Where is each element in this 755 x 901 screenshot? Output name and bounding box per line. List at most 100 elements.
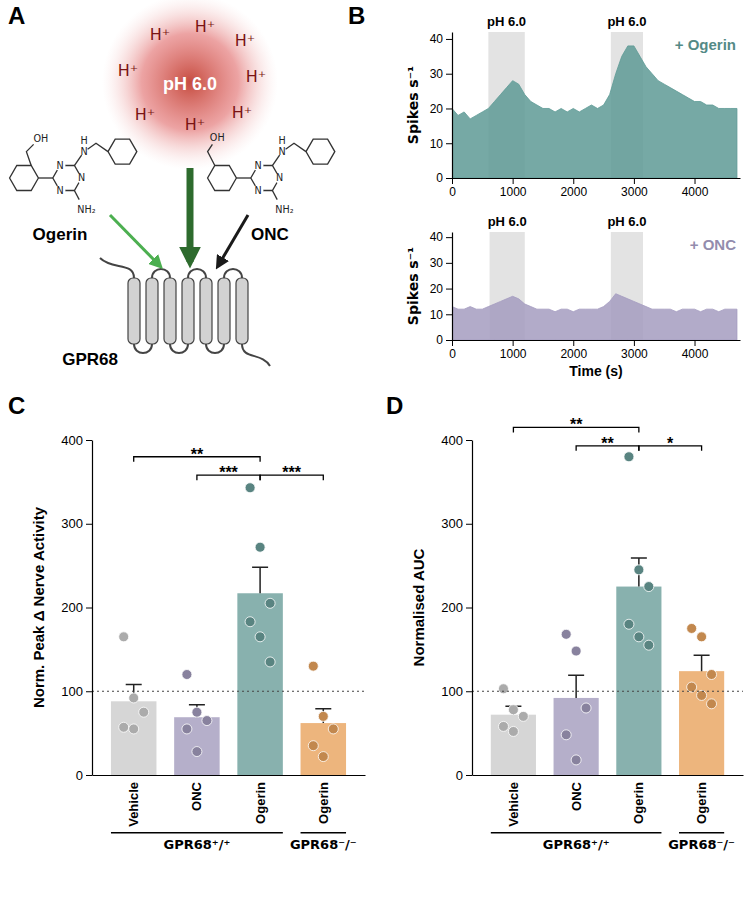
x-tick-label: 3000 <box>621 347 648 361</box>
y-tick-label: 300 <box>61 516 83 531</box>
y-tick-mark <box>446 340 452 341</box>
x-tick-mark <box>513 178 514 184</box>
x-tick-label: Vehicle <box>506 782 521 827</box>
data-point <box>581 703 591 713</box>
y-tick-mark <box>446 237 452 238</box>
atom-label: N <box>56 185 63 196</box>
atom-background <box>253 185 264 196</box>
x-tick-label: 3000 <box>621 185 648 199</box>
significance-label: ** <box>191 446 204 463</box>
y-tick-label: 40 <box>430 230 444 244</box>
bond <box>38 177 52 178</box>
atom-label: OH <box>33 133 48 144</box>
data-point <box>697 690 707 700</box>
atom-background <box>274 173 285 184</box>
x-tick: 2000 <box>560 340 587 361</box>
stimulus-label: pH 6.0 <box>607 14 646 29</box>
y-tick: 40 <box>430 230 452 244</box>
x-tick: 3000 <box>621 340 648 361</box>
atom-background <box>55 185 66 196</box>
data-point <box>318 752 328 762</box>
error-bar <box>631 558 647 586</box>
y-tick: 100 <box>61 684 92 699</box>
panel-a: AH⁺H⁺H⁺H⁺H⁺H⁺H⁺H⁺pH 6.0GPR68OHNNNNHNH₂Og… <box>8 0 335 369</box>
data-point <box>571 755 581 765</box>
receptor <box>100 258 270 366</box>
group-line <box>301 832 347 834</box>
x-tick-mark <box>452 178 453 184</box>
atom-label: N <box>56 160 63 171</box>
x-tick-mark <box>573 178 574 184</box>
ring <box>108 139 137 164</box>
receptor-loop <box>152 269 170 278</box>
data-point <box>687 682 697 692</box>
y-tick: 400 <box>441 433 472 448</box>
y-tick-label: 30 <box>430 256 444 270</box>
ring <box>306 139 335 164</box>
bar <box>111 701 157 775</box>
y-tick: 400 <box>61 433 92 448</box>
x-tick-label: 4000 <box>682 185 709 199</box>
bond <box>88 143 108 151</box>
receptor-helix <box>200 278 212 344</box>
atom-label: H <box>278 135 285 146</box>
data-point <box>561 629 571 639</box>
significance-label: *** <box>219 464 238 481</box>
group-label: GPR68⁻/⁻ <box>290 837 357 852</box>
y-tick-label: 10 <box>430 308 444 322</box>
y-tick-label: 30 <box>430 67 444 81</box>
bar <box>301 723 347 775</box>
data-point <box>707 670 717 680</box>
x-tick: 1000 <box>500 340 527 361</box>
y-axis: 0100200300400 <box>61 433 92 783</box>
bar-panel: D0100200300400VehicleONCOgerinOgerinGPR6… <box>386 392 744 852</box>
proton-label: H⁺ <box>235 31 255 50</box>
y-tick-label: 200 <box>441 600 463 615</box>
bond <box>26 144 33 165</box>
data-point <box>707 699 717 709</box>
x-tick-label: 0 <box>449 185 456 199</box>
x-axis-title: Time (s) <box>569 363 622 379</box>
x-tick: Ogerin <box>253 782 268 824</box>
receptor-helix <box>236 278 248 344</box>
y-axis-line <box>452 233 453 341</box>
y-tick: 0 <box>436 333 452 347</box>
bar <box>174 717 220 775</box>
y-tick-mark <box>446 289 452 290</box>
y-tick-mark <box>446 74 452 75</box>
x-tick: Ogerin <box>694 782 709 824</box>
x-tick: Ogerin <box>631 782 646 824</box>
y-tick-mark <box>446 143 452 144</box>
bar-panel: C0100200300400VehicleONCOgerinOgerinGPR6… <box>8 392 366 852</box>
error-bar <box>252 567 268 593</box>
x-tick: ONC <box>569 781 584 811</box>
y-tick-mark <box>446 108 452 109</box>
receptor-loop <box>206 344 224 353</box>
data-point <box>561 730 571 740</box>
ligand-label: Ogerin <box>33 225 88 244</box>
data-point <box>697 632 707 642</box>
proton-label: H⁺ <box>185 115 205 134</box>
data-point <box>634 565 644 575</box>
plot-area <box>491 452 724 775</box>
x-axis: VehicleONCOgerinOgerin <box>93 776 366 827</box>
x-axis: 01000200030004000 <box>449 340 740 361</box>
x-tick-label: Ogerin <box>316 782 331 824</box>
data-point <box>644 582 654 592</box>
data-point <box>498 721 508 731</box>
y-tick: 0 <box>456 768 472 783</box>
data-point <box>518 711 528 721</box>
proton-label: H⁺ <box>118 61 138 80</box>
stimulus-label: pH 6.0 <box>607 214 646 229</box>
x-tick-mark <box>695 340 696 346</box>
x-tick-label: 2000 <box>560 185 587 199</box>
plot-area <box>111 483 346 775</box>
receptor-loop <box>170 344 188 353</box>
panel-letter: A <box>8 2 25 29</box>
x-axis-line <box>473 775 744 776</box>
ligand-label: ONC <box>251 225 289 244</box>
y-tick: 10 <box>430 137 452 151</box>
x-axis: Vehicle ONC Ogerin Ogerin <box>473 776 744 827</box>
group-label: GPR68⁻/⁻ <box>668 837 735 852</box>
y-axis-title: Norm. Peak Δ Nerve Activity <box>30 506 47 708</box>
